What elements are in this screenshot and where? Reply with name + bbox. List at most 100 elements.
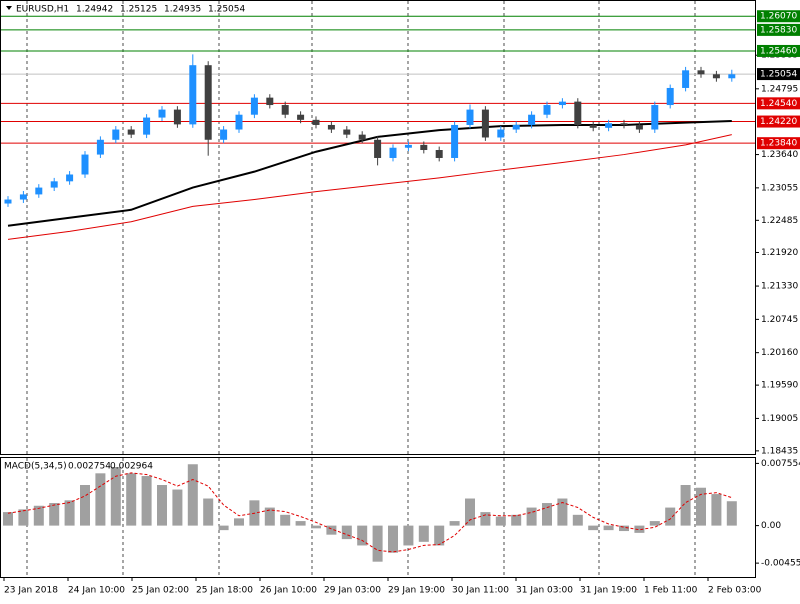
- ohlc-value: 1.24942: [76, 5, 113, 15]
- candle-body: [374, 139, 382, 158]
- candle-body: [66, 174, 74, 182]
- macd-bar: [711, 494, 722, 526]
- candle-body: [297, 114, 305, 120]
- candle-body: [635, 124, 643, 130]
- level-label: 1.24220: [760, 117, 797, 127]
- macd-bar: [649, 521, 660, 526]
- macd-bar: [64, 500, 75, 526]
- y-tick-label: 1.19005: [761, 414, 798, 424]
- macd-bar: [480, 512, 491, 526]
- candle-body: [697, 70, 705, 75]
- macd-bar: [465, 498, 475, 526]
- y-tick-label: 1.23055: [761, 183, 798, 193]
- macd-bar: [264, 507, 275, 526]
- x-tick-label: 24 Jan 10:00: [68, 586, 125, 596]
- candle-body: [574, 101, 582, 125]
- candle-body: [589, 124, 597, 128]
- macd-bar: [49, 503, 60, 526]
- candle-body: [343, 129, 351, 135]
- y-tick-label: 1.21330: [761, 282, 798, 292]
- macd-bar: [126, 473, 137, 526]
- candle-body: [220, 129, 228, 140]
- x-tick-label: 26 Jan 10:00: [260, 586, 317, 596]
- level-label: 1.25460: [760, 46, 797, 56]
- macd-bar: [33, 505, 44, 526]
- y-tick-label: 0.00: [761, 521, 781, 531]
- x-tick-label: 29 Jan 19:00: [388, 586, 445, 596]
- x-tick-label: 1 Feb 11:00: [644, 586, 698, 596]
- x-tick-label: 31 Jan 19:00: [580, 586, 637, 596]
- candle-body: [112, 129, 120, 140]
- macd-bar: [80, 485, 90, 526]
- candle-body: [127, 129, 135, 135]
- candle-body: [466, 109, 474, 125]
- macd-title: MACD(5,34,5): [4, 462, 67, 472]
- x-tick-label: 25 Jan 18:00: [196, 586, 253, 596]
- price-panel-frame: [0, 0, 756, 455]
- symbol-label: EURUSD,H1: [16, 5, 69, 15]
- candle-body: [512, 124, 520, 130]
- candle-body: [266, 97, 274, 106]
- macd-value: 0.002754: [68, 462, 111, 472]
- ohlc-value: 1.25125: [120, 5, 157, 15]
- candle-body: [481, 109, 489, 138]
- menu-arrow[interactable]: [6, 6, 12, 10]
- macd-bar: [449, 521, 460, 526]
- candle-body: [189, 65, 197, 125]
- macd-bar: [665, 507, 676, 526]
- level-tag: [757, 115, 800, 128]
- macd-bar: [187, 464, 198, 526]
- macd-bar: [572, 514, 583, 526]
- macd-bar: [403, 525, 414, 546]
- macd-bar: [372, 525, 383, 562]
- macd-bar: [141, 476, 152, 526]
- y-tick-label: 1.23640: [761, 150, 798, 160]
- candle-body: [666, 87, 674, 106]
- candle-body: [235, 114, 243, 130]
- level-tag: [757, 10, 800, 23]
- ohlc-value: 1.25054: [208, 5, 245, 15]
- candle-body: [19, 194, 27, 200]
- level-tag: [757, 23, 800, 36]
- moving-average: [7, 134, 732, 240]
- y-tick-label: 1.22485: [761, 216, 798, 226]
- macd-bar: [357, 525, 368, 546]
- macd-bar: [603, 525, 614, 531]
- macd-value: 0.002964: [110, 462, 153, 472]
- candle-body: [420, 144, 428, 151]
- y-tick-label: 0.007554: [761, 459, 800, 469]
- level-label: 1.24540: [760, 99, 797, 109]
- y-tick-label: -0.004555: [761, 559, 800, 569]
- candle-body: [404, 144, 412, 148]
- candle-body: [558, 101, 566, 106]
- macd-bar: [234, 518, 244, 526]
- level-tag: [757, 97, 800, 110]
- candle-body: [173, 109, 181, 125]
- macd-bar: [588, 525, 599, 531]
- macd-bar: [388, 525, 398, 553]
- macd-panel-frame: [0, 457, 756, 578]
- candle-body: [204, 65, 212, 140]
- candle-body: [81, 154, 89, 175]
- macd-bar: [726, 501, 737, 526]
- candle-body: [620, 123, 628, 125]
- macd-bar: [418, 525, 429, 542]
- candle-body: [327, 124, 335, 130]
- candle-body: [312, 119, 320, 125]
- candle-body: [682, 70, 690, 88]
- macd-bar: [434, 525, 445, 546]
- candle-body: [728, 74, 736, 79]
- level-label: 1.23840: [760, 139, 797, 149]
- macd-bar: [680, 485, 691, 526]
- macd-bar: [295, 521, 306, 526]
- level-tag: [757, 68, 800, 81]
- signal-line: [7, 472, 732, 553]
- x-tick-label: 30 Jan 11:00: [452, 586, 509, 596]
- candle-body: [96, 139, 104, 155]
- candle-body: [605, 123, 613, 128]
- macd-bar: [326, 525, 337, 535]
- x-tick-label: 25 Jan 02:00: [132, 586, 189, 596]
- x-tick-label: 31 Jan 03:00: [516, 586, 573, 596]
- candle-body: [143, 117, 151, 135]
- macd-bar: [3, 512, 13, 526]
